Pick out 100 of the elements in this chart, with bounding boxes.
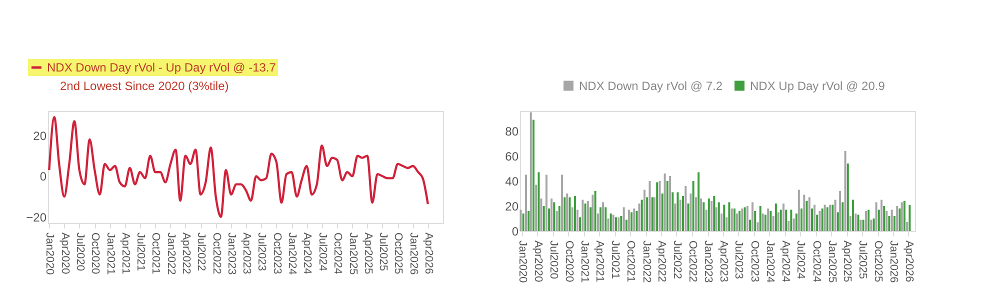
x-tick-label: Apr2022 xyxy=(656,240,668,282)
bar xyxy=(821,208,824,231)
bar xyxy=(728,202,730,231)
bar xyxy=(633,208,636,231)
bar xyxy=(522,214,524,231)
x-tick-label: Jan2024 xyxy=(764,240,776,283)
bar xyxy=(535,184,538,231)
bar xyxy=(772,216,774,231)
x-tick-label: Jul2020 xyxy=(547,240,560,280)
bar xyxy=(586,201,589,231)
legend-label: NDX Down Day rVol - Up Day rVol @ -13.7 xyxy=(47,60,276,74)
bar xyxy=(842,202,844,231)
bar xyxy=(886,211,888,231)
y-tick-label: −20 xyxy=(26,210,47,224)
bar xyxy=(528,211,530,231)
bar xyxy=(744,207,746,231)
x-tick-label: Apr2025 xyxy=(362,232,374,274)
x-tick-label: Apr2026 xyxy=(422,232,434,274)
bar xyxy=(690,194,692,231)
x-tick-label: Apr2022 xyxy=(180,232,192,274)
bar xyxy=(723,204,726,231)
bar xyxy=(540,198,542,231)
bar xyxy=(684,186,687,231)
bar xyxy=(530,112,532,231)
bar xyxy=(640,200,643,231)
bar xyxy=(741,208,744,231)
x-tick-label: Oct2024 xyxy=(810,240,822,282)
bar xyxy=(749,220,752,231)
bar xyxy=(656,182,658,231)
bar xyxy=(854,214,857,231)
bar xyxy=(893,216,896,231)
bar xyxy=(829,204,832,231)
bar xyxy=(610,214,612,231)
x-tick-label: Oct2023 xyxy=(748,240,760,282)
bar xyxy=(764,214,766,231)
bar xyxy=(561,174,564,231)
bar xyxy=(774,204,777,231)
bar xyxy=(808,197,810,231)
x-tick-label: Apr2025 xyxy=(841,240,854,282)
bar xyxy=(669,176,672,231)
x-tick-label: Jul2021 xyxy=(134,232,146,272)
bar xyxy=(636,211,638,231)
bar xyxy=(622,207,625,231)
bar xyxy=(811,208,814,231)
x-tick-label: Apr2026 xyxy=(902,240,915,282)
x-tick-label: Jul2025 xyxy=(376,232,389,272)
x-tick-label: Jan2021 xyxy=(104,232,116,275)
x-tick-label: Apr2020 xyxy=(532,240,544,282)
bar xyxy=(857,214,860,231)
bar xyxy=(553,202,556,231)
bar xyxy=(782,204,784,231)
x-tick-label: Jan2020 xyxy=(516,240,529,283)
legend-label: NDX Down Day rVol @ 7.2 xyxy=(579,78,723,93)
x-tick-label: Jan2025 xyxy=(826,240,838,283)
bar xyxy=(542,206,545,231)
bar xyxy=(596,214,599,231)
bar xyxy=(824,204,826,231)
x-tick-label: Apr2024 xyxy=(301,232,314,274)
bar xyxy=(708,198,710,231)
x-tick-label: Apr2021 xyxy=(594,240,606,282)
bar xyxy=(582,200,584,231)
bar xyxy=(568,197,571,231)
bar xyxy=(676,192,679,231)
bar xyxy=(832,204,834,231)
bar xyxy=(898,208,901,231)
bar xyxy=(862,220,864,231)
text: 2nd Lowest Since 2020 (3%tile) xyxy=(60,79,229,93)
bar xyxy=(864,211,867,231)
x-tick-label: Oct2021 xyxy=(150,232,162,274)
bar xyxy=(592,194,594,231)
bar xyxy=(556,211,558,231)
bar xyxy=(625,220,628,231)
bar xyxy=(770,211,772,231)
bar xyxy=(839,191,842,231)
bar xyxy=(906,222,908,231)
bar xyxy=(826,207,828,231)
bar xyxy=(813,204,816,231)
bar xyxy=(672,192,674,231)
bar xyxy=(545,174,548,231)
y-tick-label: 20 xyxy=(33,128,47,143)
y-tick-label: 0 xyxy=(40,170,47,184)
bar xyxy=(538,172,540,231)
bar xyxy=(718,202,720,231)
bar xyxy=(844,151,846,231)
bar xyxy=(600,207,602,231)
bar xyxy=(584,204,586,231)
bar xyxy=(834,200,836,231)
bar xyxy=(792,218,795,231)
x-tick-label: Oct2022 xyxy=(686,240,699,282)
bar xyxy=(674,204,676,231)
bar xyxy=(890,210,893,231)
x-tick-label: Oct2021 xyxy=(624,240,637,282)
bar xyxy=(900,202,903,231)
bar xyxy=(590,207,592,231)
bar xyxy=(532,120,534,231)
bar xyxy=(754,211,756,231)
bar xyxy=(550,198,553,231)
bar xyxy=(875,202,878,231)
bar xyxy=(618,217,620,231)
x-tick-label: Jan2026 xyxy=(888,240,900,283)
